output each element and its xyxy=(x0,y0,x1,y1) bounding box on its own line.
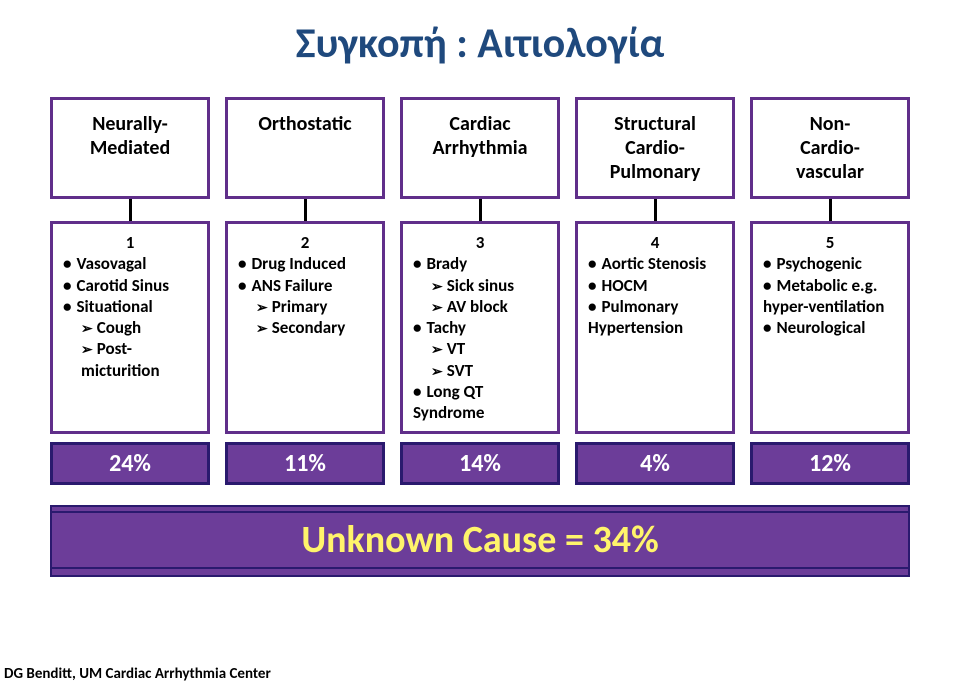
list-item: Tachy xyxy=(413,317,553,338)
category-row: Neurally-Mediated Orthostatic CardiacArr… xyxy=(50,97,910,199)
list-item: Primary xyxy=(238,296,378,317)
detail-box-2: 2Drug InducedANS FailurePrimarySecondary xyxy=(225,221,385,434)
category-box-1: Neurally-Mediated xyxy=(50,97,210,199)
list-item: Long QT Syndrome xyxy=(413,381,553,424)
connector xyxy=(750,199,910,221)
list-item: Aortic Stenosis xyxy=(588,253,728,274)
detail-box-3: 3BradySick sinusAV blockTachyVTSVTLong Q… xyxy=(400,221,560,434)
connector xyxy=(400,199,560,221)
percent-box-2: 11% xyxy=(225,442,385,485)
detail-row: 1VasovagalCarotid SinusSituationalCoughP… xyxy=(50,221,910,434)
slide-title: Συγκοπή : Αιτιολογία xyxy=(0,0,960,69)
detail-box-5: 5PsychogenicMetabolic e.g. hyper-ventila… xyxy=(750,221,910,434)
connector xyxy=(225,199,385,221)
list-item: Neurological xyxy=(763,317,903,338)
detail-box-1: 1VasovagalCarotid SinusSituationalCoughP… xyxy=(50,221,210,434)
category-box-4: StructuralCardio-Pulmonary xyxy=(575,97,735,199)
connector xyxy=(575,199,735,221)
list-item: Post-micturition xyxy=(63,338,203,381)
list-item: Carotid Sinus xyxy=(63,275,203,296)
percent-box-3: 14% xyxy=(400,442,560,485)
list-item: Pulmonary Hypertension xyxy=(588,296,728,339)
list-item: Cough xyxy=(63,317,203,338)
column-number: 5 xyxy=(757,232,903,253)
detail-box-4: 4Aortic StenosisHOCMPulmonary Hypertensi… xyxy=(575,221,735,434)
connector xyxy=(50,199,210,221)
list-item: Psychogenic xyxy=(763,253,903,274)
credit-text: DG Benditt, UM Cardiac Arrhythmia Center xyxy=(4,665,271,683)
percent-box-5: 12% xyxy=(750,442,910,485)
category-box-5: Non-Cardio-vascular xyxy=(750,97,910,199)
list-item: ANS Failure xyxy=(238,275,378,296)
list-item: HOCM xyxy=(588,275,728,296)
column-number: 3 xyxy=(407,232,553,253)
category-box-2: Orthostatic xyxy=(225,97,385,199)
percent-row: 24% 11% 14% 4% 12% xyxy=(50,442,910,485)
list-item: Sick sinus xyxy=(413,275,553,296)
list-item: Situational xyxy=(63,296,203,317)
list-item: Drug Induced xyxy=(238,253,378,274)
list-item: Brady xyxy=(413,253,553,274)
percent-box-4: 4% xyxy=(575,442,735,485)
list-item: VT xyxy=(413,338,553,359)
list-item: Vasovagal xyxy=(63,253,203,274)
list-item: Secondary xyxy=(238,317,378,338)
list-item: SVT xyxy=(413,360,553,381)
percent-box-1: 24% xyxy=(50,442,210,485)
unknown-label: Unknown Cause = 34% xyxy=(52,511,908,569)
column-number: 4 xyxy=(582,232,728,253)
list-item: AV block xyxy=(413,296,553,317)
column-number: 1 xyxy=(57,232,203,253)
column-number: 2 xyxy=(232,232,378,253)
connector-row xyxy=(50,199,910,221)
category-box-3: CardiacArrhythmia xyxy=(400,97,560,199)
list-item: Metabolic e.g. hyper-ventilation xyxy=(763,275,903,318)
unknown-banner: Unknown Cause = 34% xyxy=(50,505,910,577)
